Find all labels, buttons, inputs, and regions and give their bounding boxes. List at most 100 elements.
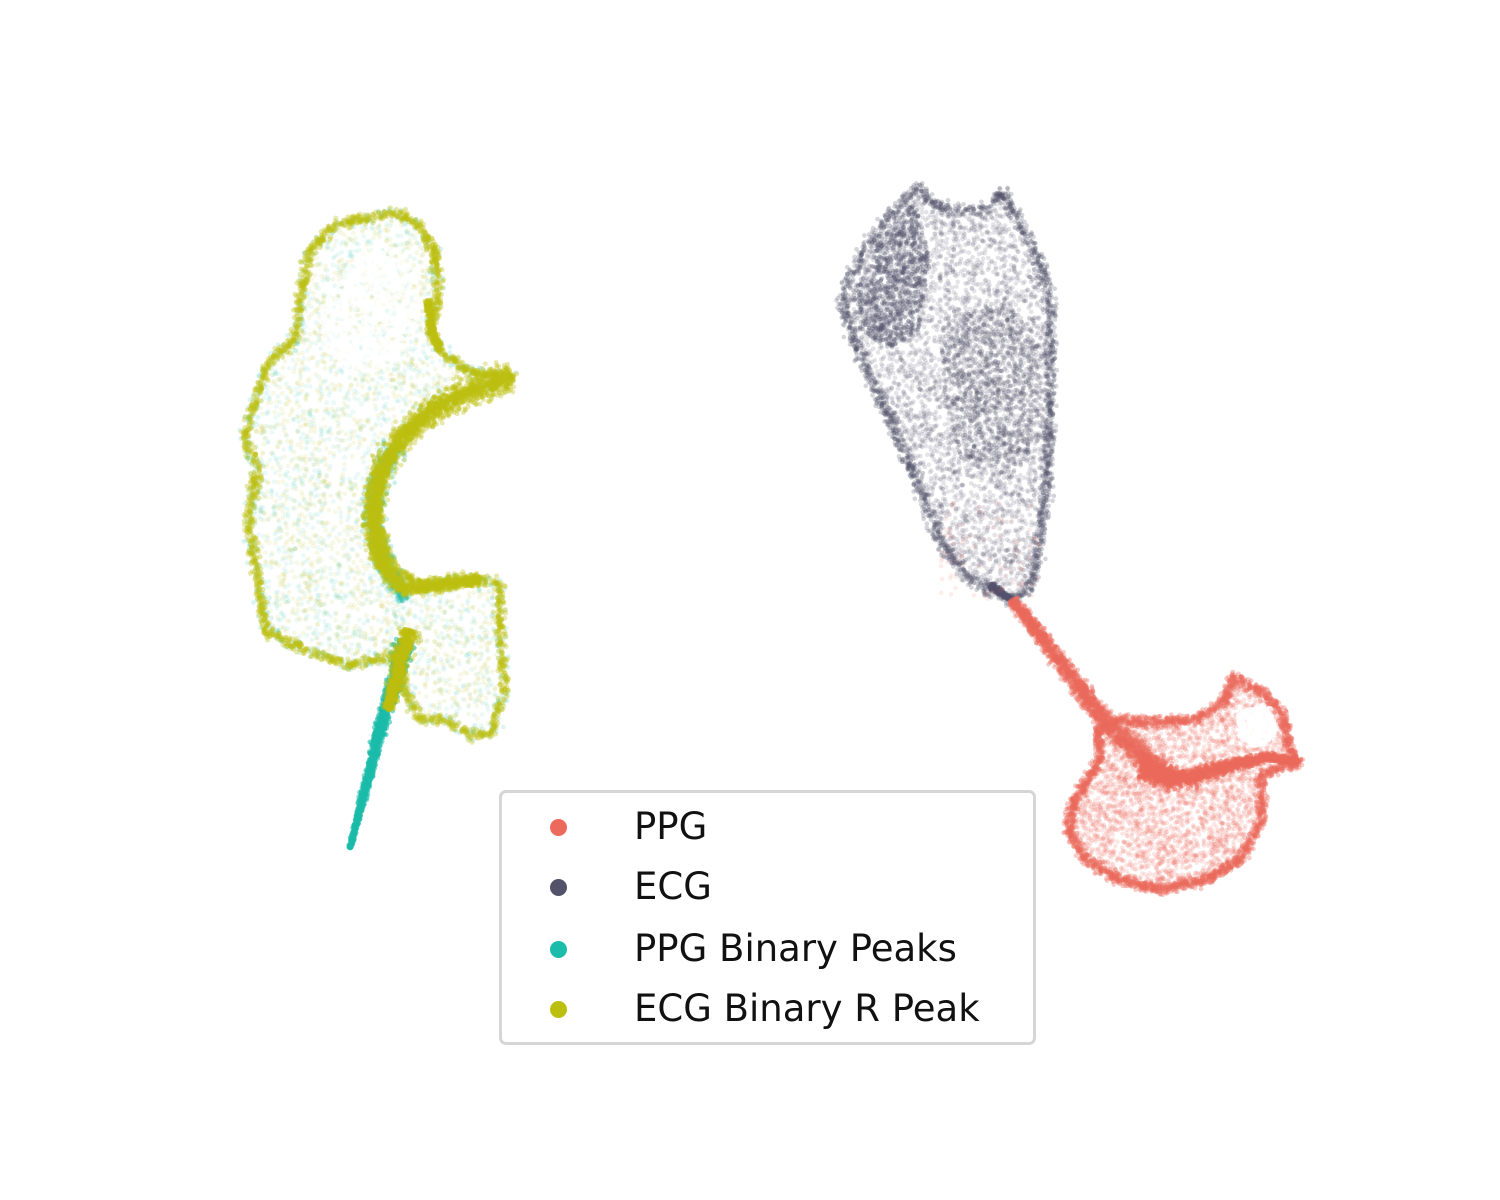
ecg-binary-r-peak-point	[440, 617, 445, 622]
ppg-binary-peaks-point	[324, 400, 329, 405]
ppg-binary-peaks-point	[353, 475, 358, 480]
ppg-binary-peaks-point	[331, 263, 336, 268]
ppg-binary-peaks-point	[309, 638, 314, 643]
ecg-binary-r-peak-point	[300, 351, 305, 356]
ppg-binary-peaks-point	[444, 707, 449, 712]
ppg-binary-peaks-point	[267, 394, 272, 399]
ppg-binary-peaks-point	[472, 641, 477, 646]
ppg-binary-peaks-point	[438, 358, 443, 363]
ecg-binary-r-peak-point	[281, 411, 286, 416]
ecg-binary-r-peak-point	[389, 631, 394, 636]
ppg-binary-peaks-point	[319, 428, 324, 433]
ppg-binary-peaks-point	[330, 578, 335, 583]
ppg-binary-peaks-point	[276, 546, 281, 551]
ppg-binary-peaks-point	[367, 387, 372, 392]
ecg-binary-r-peak-point	[324, 446, 329, 451]
ppg-binary-peaks-point	[439, 631, 444, 636]
ppg-binary-peaks-point	[327, 623, 332, 628]
ppg-binary-peaks-point	[369, 241, 374, 246]
ppg-binary-peaks-point	[328, 566, 333, 571]
ecg-binary-r-peak-point	[394, 386, 399, 391]
ppg-binary-peaks-point	[392, 480, 397, 485]
ecg-binary-r-peak-point	[268, 425, 273, 430]
ecg-binary-r-peak-point	[369, 589, 374, 594]
ppg-binary-peaks-point	[420, 653, 425, 658]
ppg-binary-peaks-point	[317, 609, 322, 614]
ppg-binary-peaks-point	[387, 417, 392, 422]
ppg-binary-peaks-point	[339, 242, 344, 247]
ppg-binary-peaks-point	[372, 433, 377, 438]
ppg-binary-peaks-point	[375, 756, 380, 761]
ppg-binary-peaks-point	[291, 358, 296, 363]
ppg-binary-peaks-point	[421, 343, 426, 348]
ecg-binary-r-peak-point	[431, 608, 436, 613]
ppg-binary-peaks-point	[301, 553, 306, 558]
ppg-binary-peaks-point	[356, 398, 361, 403]
ecg-binary-r-peak-point	[481, 611, 486, 616]
ecg-binary-r-peak-point	[284, 497, 289, 502]
ppg-binary-peaks-point	[275, 394, 280, 399]
ppg-binary-peaks-point	[348, 846, 353, 851]
ecg-binary-r-peak-point	[274, 601, 279, 606]
ppg-binary-peaks-point	[423, 352, 428, 357]
ppg-binary-peaks-point	[400, 605, 405, 610]
ecg-binary-r-peak-point	[405, 229, 410, 234]
ppg-binary-peaks-point	[375, 743, 380, 748]
ppg-binary-peaks-point	[370, 774, 375, 779]
ppg-binary-peaks-point	[313, 627, 318, 632]
ppg-binary-peaks-point	[384, 726, 389, 731]
ppg-binary-peaks-point	[426, 658, 431, 663]
ppg-binary-peaks-point	[257, 515, 262, 520]
ppg-binary-peaks-point	[381, 723, 386, 728]
ppg-binary-peaks-point	[367, 762, 372, 767]
ecg-binary-r-peak-point	[262, 436, 267, 441]
ppg-binary-peaks-point	[301, 432, 306, 437]
ppg-binary-peaks-point	[313, 587, 318, 592]
ppg-binary-peaks-point	[362, 621, 367, 626]
ecg-binary-r-peak-point	[269, 373, 274, 378]
ppg-binary-peaks-point	[322, 619, 327, 624]
ecg-binary-r-peak-point	[354, 421, 359, 426]
ppg-binary-peaks-point	[412, 670, 417, 675]
ppg-binary-peaks-point	[398, 234, 403, 239]
ppg-binary-peaks-point	[480, 712, 485, 717]
ecg-binary-r-peak-point	[280, 509, 285, 514]
ppg-binary-peaks-point	[464, 653, 469, 658]
ppg-binary-peaks-point	[284, 562, 289, 567]
ppg-binary-peaks-point	[308, 384, 313, 389]
ppg-binary-peaks-point	[285, 470, 290, 475]
ppg-binary-peaks-point	[285, 507, 290, 512]
ppg-binary-peaks-point	[379, 735, 384, 740]
ppg-binary-peaks-point	[400, 409, 405, 414]
ecg-binary-r-peak-point	[389, 384, 394, 389]
ppg-binary-peaks-point	[267, 595, 272, 600]
ppg-binary-peaks-point	[357, 809, 362, 814]
ppg-binary-peaks-point	[327, 412, 332, 417]
ecg-binary-r-peak-point	[323, 267, 328, 272]
ppg-binary-peaks-point	[357, 617, 362, 622]
ppg-binary-peaks-point	[366, 792, 371, 797]
ppg-binary-peaks-point	[369, 755, 374, 760]
ppg-binary-peaks-point	[287, 476, 292, 481]
ecg-binary-r-peak-point	[333, 510, 338, 515]
ppg-binary-peaks-point	[374, 751, 379, 756]
ppg-binary-peaks-point	[341, 600, 346, 605]
ecg-binary-r-peak-point	[336, 595, 341, 600]
ecg-binary-r-peak-point	[285, 419, 290, 424]
ecg-binary-r-peak-point	[261, 518, 266, 523]
ppg-binary-peaks-point	[347, 375, 352, 380]
ppg-binary-peaks-point	[367, 768, 372, 773]
ppg-binary-peaks-point	[384, 383, 389, 388]
ecg-binary-r-peak-point	[324, 594, 329, 599]
ecg-binary-r-peak-point	[473, 621, 478, 626]
ppg-binary-peaks-point	[395, 398, 400, 403]
ppg-binary-peaks-point	[282, 550, 287, 555]
ppg-binary-peaks-point	[378, 729, 383, 734]
ecg-binary-r-peak-point	[267, 540, 272, 545]
ecg-binary-r-peak-point	[292, 498, 297, 503]
ppg-binary-peaks-point	[481, 603, 486, 608]
ecg-binary-r-peak-point	[322, 366, 327, 371]
ppg-binary-peaks-point	[381, 396, 386, 401]
ppg-binary-peaks-point	[331, 400, 336, 405]
ppg-binary-peaks-point	[331, 256, 336, 261]
